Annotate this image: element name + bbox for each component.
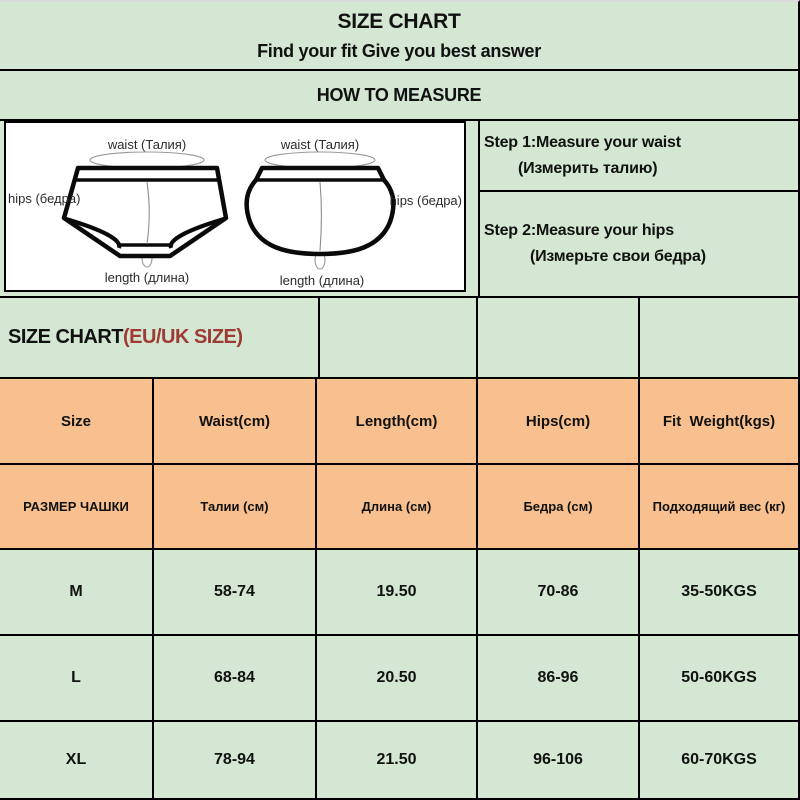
row-l-length: 20.50 bbox=[317, 636, 478, 722]
step-1-line1: Step 1:Measure your waist bbox=[484, 133, 681, 151]
step-1-line2: (Измерить талию) bbox=[518, 159, 658, 177]
shortie-diagram bbox=[244, 165, 396, 257]
size-section-band: SIZE CHART(EU/UK SIZE) bbox=[0, 298, 798, 379]
col-header-waist: Waist(cm) bbox=[154, 379, 317, 465]
title-band: SIZE CHART Find your fit Give you best a… bbox=[0, 2, 798, 71]
row-l-waist: 68-84 bbox=[154, 636, 317, 722]
waist-label-right: waist (Талия) bbox=[280, 137, 359, 152]
step-2: Step 2:Measure your hips (Измерьте свои … bbox=[480, 192, 798, 296]
row-l-size: L bbox=[0, 636, 154, 722]
length-label-right: length (длина) bbox=[280, 273, 365, 288]
row-xl-hips: 96-106 bbox=[478, 722, 640, 798]
size-table: Size Waist(cm) Length(cm) Hips(cm) Fit W… bbox=[0, 379, 798, 798]
how-to-measure-heading: HOW TO MEASURE bbox=[316, 84, 482, 105]
size-section-heading-cell: SIZE CHART(EU/UK SIZE) bbox=[0, 298, 320, 377]
row-l-hips: 86-96 bbox=[478, 636, 640, 722]
row-m-length: 19.50 bbox=[317, 550, 478, 636]
col-header-length: Length(cm) bbox=[317, 379, 478, 465]
panties-measure-diagram: waist (Талия) waist (Талия) hips (бедра)… bbox=[8, 137, 462, 288]
size-section-title: SIZE CHART bbox=[8, 326, 124, 348]
row-m-waist: 58-74 bbox=[154, 550, 317, 636]
col-header-ru-length: Длина (см) bbox=[317, 465, 478, 550]
empty-cell bbox=[640, 298, 798, 377]
row-m-hips: 70-86 bbox=[478, 550, 640, 636]
row-m-size: M bbox=[0, 550, 154, 636]
page-subtitle: Find your fit Give you best answer bbox=[257, 40, 541, 61]
steps-cell: Step 1:Measure your waist (Измерить тали… bbox=[480, 121, 798, 296]
step-2-line1: Step 2:Measure your hips bbox=[484, 222, 674, 239]
empty-cell bbox=[320, 298, 478, 377]
measure-section: waist (Талия) waist (Талия) hips (бедра)… bbox=[0, 121, 798, 298]
col-header-ru-weight: Подходящий вес (кг) bbox=[640, 465, 798, 550]
col-header-ru-hips: Бедра (см) bbox=[478, 465, 640, 550]
row-xl-length: 21.50 bbox=[317, 722, 478, 798]
page-title: SIZE CHART bbox=[337, 9, 461, 33]
length-label-left: length (длина) bbox=[105, 270, 190, 285]
col-header-weight: Fit Weight(kgs) bbox=[640, 379, 798, 465]
step-1: Step 1:Measure your waist (Измерить тали… bbox=[480, 121, 798, 192]
col-header-hips: Hips(cm) bbox=[478, 379, 640, 465]
step-2-line2: (Измерьте свои бедра) bbox=[530, 248, 706, 265]
waist-label-left: waist (Талия) bbox=[107, 137, 186, 152]
row-m-weight: 35-50KGS bbox=[640, 550, 798, 636]
hips-label-left: hips (бедра) bbox=[8, 191, 80, 206]
hips-label-right: hips (бедра) bbox=[390, 193, 462, 208]
col-header-size: Size bbox=[0, 379, 154, 465]
row-l-weight: 50-60KGS bbox=[640, 636, 798, 722]
size-section-heading: SIZE CHART(EU/UK SIZE) bbox=[8, 326, 243, 349]
col-header-ru-waist: Талии (см) bbox=[154, 465, 317, 550]
empty-cell bbox=[478, 298, 640, 377]
brief-diagram bbox=[61, 165, 229, 259]
row-xl-waist: 78-94 bbox=[154, 722, 317, 798]
diagram-panel: waist (Талия) waist (Талия) hips (бедра)… bbox=[4, 121, 466, 292]
diagram-cell: waist (Талия) waist (Талия) hips (бедра)… bbox=[0, 121, 480, 296]
row-xl-size: XL bbox=[0, 722, 154, 798]
how-to-measure-band: HOW TO MEASURE bbox=[0, 71, 798, 121]
row-xl-weight: 60-70KGS bbox=[681, 751, 757, 768]
col-header-ru-size: РАЗМЕР ЧАШКИ bbox=[0, 465, 154, 550]
size-section-title-suffix: (EU/UK SIZE) bbox=[123, 326, 243, 348]
